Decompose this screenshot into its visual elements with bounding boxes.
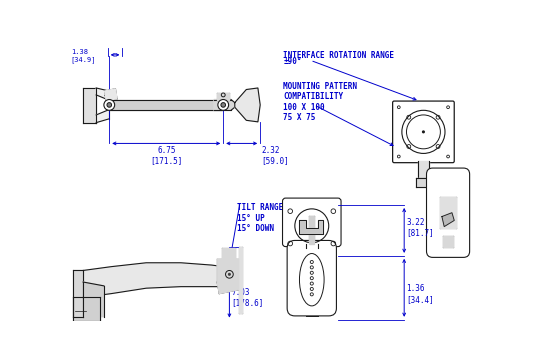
Polygon shape [217,259,238,293]
Polygon shape [214,100,235,110]
Polygon shape [416,178,431,187]
Polygon shape [238,247,243,313]
Polygon shape [310,216,314,244]
Text: 1.36
[34.4]: 1.36 [34.4] [407,284,434,304]
Polygon shape [105,89,117,100]
Polygon shape [442,213,454,227]
Polygon shape [217,93,229,100]
Circle shape [218,100,229,110]
Text: INTERFACE ROTATION RANGE: INTERFACE ROTATION RANGE [283,51,394,60]
Circle shape [104,100,115,110]
Text: 2.32
[59.0]: 2.32 [59.0] [262,146,289,165]
Polygon shape [83,88,96,123]
Polygon shape [96,109,109,123]
Text: 1.38
[34.9]: 1.38 [34.9] [71,49,96,63]
Polygon shape [418,161,429,178]
FancyBboxPatch shape [393,101,454,163]
Circle shape [422,130,425,134]
FancyBboxPatch shape [426,168,470,257]
Circle shape [221,103,225,107]
Polygon shape [83,282,104,317]
Polygon shape [73,297,100,321]
Text: 7.03
[178.6]: 7.03 [178.6] [232,288,264,307]
FancyBboxPatch shape [287,240,337,316]
Polygon shape [73,270,83,317]
FancyBboxPatch shape [282,198,341,247]
Polygon shape [96,88,109,100]
Polygon shape [222,248,235,259]
Polygon shape [443,236,453,247]
Circle shape [228,273,231,276]
Polygon shape [299,221,323,234]
Text: MOUNTING PATTERN
COMPATIBILITY
100 X 100
75 X 75: MOUNTING PATTERN COMPATIBILITY 100 X 100… [283,82,357,122]
Text: ±90°: ±90° [283,57,302,66]
Text: TILT RANGE
15° UP
15° DOWN: TILT RANGE 15° UP 15° DOWN [237,204,283,233]
Circle shape [107,103,111,107]
Polygon shape [235,88,260,122]
Text: 6.75
[171.5]: 6.75 [171.5] [150,146,182,165]
Text: 3.22
[81.7]: 3.22 [81.7] [407,218,434,237]
Polygon shape [440,197,456,228]
Polygon shape [83,263,231,297]
